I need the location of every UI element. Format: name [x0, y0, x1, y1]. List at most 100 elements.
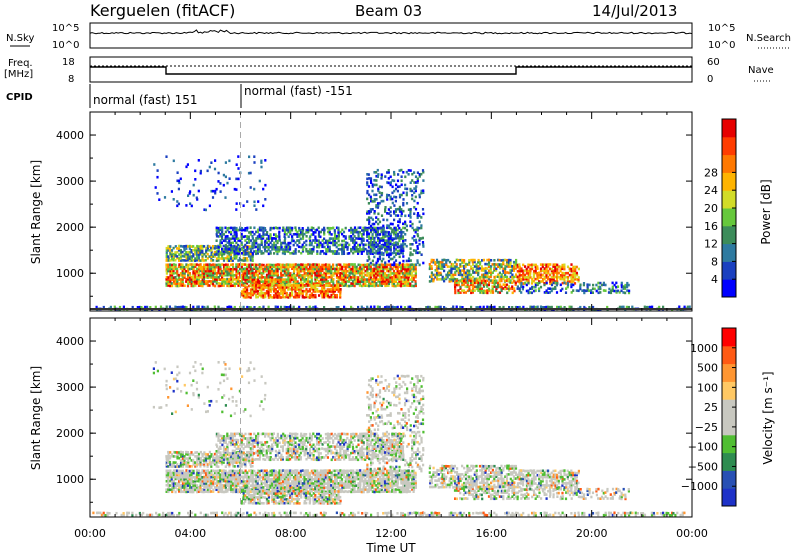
- power-cell: [593, 287, 596, 291]
- power-cell: [310, 248, 313, 251]
- power-cell: [550, 269, 553, 273]
- power-cell: [457, 283, 460, 287]
- power-cell: [179, 265, 183, 269]
- power-cell: [265, 280, 268, 283]
- power-cell: [224, 282, 227, 285]
- power-cell: [332, 239, 335, 243]
- power-cell: [561, 263, 564, 267]
- power-cell: [588, 283, 591, 287]
- power-cell: [251, 246, 254, 250]
- velocity-cell: [171, 513, 174, 517]
- power-cell: [333, 229, 336, 232]
- power-cell: [301, 286, 305, 289]
- velocity-cell: [622, 511, 625, 515]
- power-cell: [369, 210, 372, 213]
- power-cell: [222, 173, 225, 177]
- velocity-cell: [308, 513, 311, 517]
- power-cell: [183, 276, 186, 279]
- power-cell: [231, 284, 234, 287]
- power-cell: [376, 278, 379, 281]
- power-cell: [383, 265, 387, 269]
- power-cell: [461, 273, 464, 277]
- power-cell: [504, 273, 507, 276]
- power-cell: [257, 243, 260, 247]
- power-ytick-label: 2000: [56, 221, 84, 234]
- power-cell: [362, 263, 365, 267]
- power-cell: [165, 251, 168, 254]
- power-cell: [197, 189, 200, 193]
- power-cell: [570, 269, 573, 273]
- power-cell: [226, 270, 229, 273]
- power-cell: [418, 220, 421, 224]
- power-cell: [282, 226, 285, 230]
- power-cell: [626, 283, 629, 287]
- power-cell: [276, 292, 280, 295]
- power-cell: [463, 259, 466, 262]
- power-cell: [237, 284, 240, 287]
- velocity-cell: [167, 484, 170, 487]
- power-cell: [518, 271, 521, 275]
- power-cell: [565, 275, 568, 279]
- power-cell: [172, 276, 175, 279]
- power-cell: [387, 233, 390, 236]
- power-cell: [300, 251, 303, 255]
- power-cell: [276, 250, 279, 253]
- power-cell: [409, 209, 412, 213]
- power-cell: [561, 277, 564, 281]
- power-cell: [620, 285, 623, 289]
- power-cell: [384, 284, 387, 288]
- power-cell: [301, 292, 304, 295]
- power-cell: [362, 282, 365, 286]
- power-cell: [493, 285, 496, 288]
- power-cell: [550, 282, 553, 285]
- velocity-cell: [106, 511, 109, 515]
- velocity-cell: [172, 473, 176, 476]
- power-cell: [242, 253, 245, 256]
- velocity-cell: [181, 473, 184, 477]
- power-cell: [273, 274, 276, 277]
- velocity-cell: [410, 512, 413, 515]
- velocity-cell: [186, 477, 190, 481]
- power-cell: [300, 245, 303, 249]
- power-cell: [230, 245, 233, 248]
- power-cell: [308, 288, 311, 291]
- power-cell: [373, 276, 376, 279]
- power-cell: [418, 193, 421, 197]
- power-cell: [532, 305, 535, 309]
- power-cell: [269, 263, 272, 267]
- power-cell: [233, 257, 237, 260]
- power-cell: [350, 249, 353, 253]
- power-cell: [231, 226, 235, 230]
- power-cell: [226, 228, 229, 232]
- power-cell: [174, 263, 177, 267]
- nave-tick-top: 60: [707, 57, 720, 68]
- power-cell: [482, 285, 486, 288]
- velocity-cell: [613, 511, 616, 515]
- power-cell: [493, 305, 496, 309]
- power-cell: [201, 282, 204, 285]
- power-cell: [317, 282, 320, 285]
- power-cell: [156, 175, 159, 179]
- power-cell: [377, 239, 380, 242]
- power-cell: [468, 269, 471, 273]
- power-cell: [585, 289, 588, 293]
- power-cell: [260, 295, 263, 299]
- power-cell: [375, 205, 378, 209]
- power-cell: [237, 282, 240, 285]
- power-cell: [172, 257, 175, 260]
- power-cell: [278, 263, 281, 266]
- power-cell: [290, 284, 294, 287]
- power-cell: [361, 229, 364, 232]
- freq-tick-top: 18: [62, 57, 75, 68]
- velocity-cell: [190, 482, 193, 485]
- power-cell: [228, 269, 231, 273]
- power-cell: [496, 265, 500, 268]
- power-cell: [480, 275, 483, 279]
- power-cell: [450, 269, 453, 272]
- power-cell: [242, 273, 245, 277]
- power-cell: [499, 283, 502, 286]
- power-cell: [418, 175, 421, 178]
- power-cell: [153, 163, 156, 166]
- power-cell: [371, 282, 374, 285]
- power-cell: [380, 276, 383, 279]
